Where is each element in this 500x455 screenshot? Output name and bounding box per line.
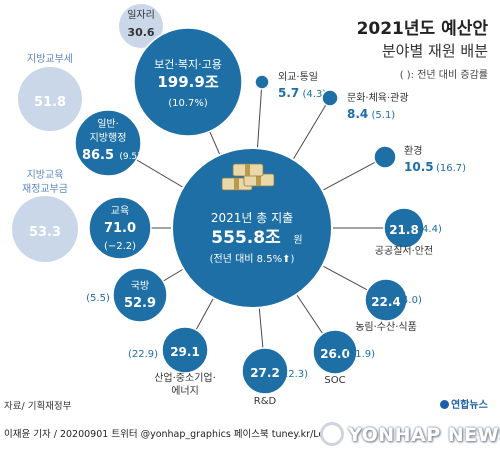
bubble-label-6: SOC [324, 375, 345, 386]
bubble-growth-10: (−2.2) [104, 241, 136, 252]
total-value: 555.8조 [211, 228, 281, 248]
money-band-2 [245, 164, 250, 176]
bubble-value-8: 29.1 [170, 345, 200, 359]
bubble-growth-11: (9.5) [119, 152, 140, 162]
bubble-6 [312, 329, 358, 375]
bubble-value-11: 86.5 [82, 148, 114, 163]
money-band-0 [234, 178, 239, 190]
bubble-value-9: 52.9 [124, 296, 156, 311]
related-value-0: 30.6 [127, 26, 154, 39]
bubble-growth-6: (11.9) [345, 349, 375, 360]
bubble-label-0: 보건·복지·고용 [154, 58, 222, 71]
bubble-value-2: 8.4 [347, 107, 368, 121]
bubble-label-4: 공공질서·안전 [375, 245, 433, 257]
bubble-label-1: 외교·통일 [278, 71, 318, 83]
bubble-8 [161, 326, 209, 374]
bubble-11 [74, 109, 142, 177]
bubble-label-7: R&D [254, 396, 277, 407]
bubble-9 [112, 267, 168, 323]
related-value-1: 51.8 [34, 95, 66, 110]
watermark-text: YONHAP NEWS [348, 424, 500, 446]
bubble-5 [364, 278, 408, 322]
brand-label: 연합뉴스 [440, 396, 488, 411]
bubble-value-5: 22.4 [371, 295, 401, 309]
bubble-10 [88, 196, 152, 260]
total-label: 2021년 총 지출 [211, 211, 293, 225]
yonhap-watermark-icon [320, 422, 344, 446]
bubble-growth-8: (22.9) [128, 349, 158, 360]
related-bubble-0 [119, 4, 163, 48]
bubble-growth-4: (4.4) [418, 224, 442, 235]
bubble-value-0: 199.9조 [157, 73, 218, 91]
total-bubble [171, 147, 333, 309]
bubble-3 [373, 145, 397, 169]
total-note: (전년 대비 8.5%⬆) [210, 253, 295, 265]
related-bubble-1 [18, 67, 82, 131]
bubble-value-3: 10.5 [404, 160, 434, 174]
bubble-growth-7: (12.3) [278, 369, 308, 380]
bubble-label-3: 환경 [404, 144, 422, 157]
bubble-growth-1: (4.3) [303, 89, 327, 100]
source-note: 자료/ 기획재정부 [4, 401, 72, 412]
related-value-2: 53.3 [29, 225, 61, 240]
related-bubble-2 [12, 196, 78, 262]
watermark: YONHAP NEWS [318, 418, 500, 452]
bubble-growth-2: (5.1) [372, 110, 396, 121]
bubble-label-8-b: 에너지 [171, 385, 199, 397]
bubble-value-4: 21.8 [389, 223, 419, 237]
bubble-label-11-a: 일반· [97, 118, 119, 130]
money-band-1 [256, 174, 261, 186]
chart-subtitle: 분야별 재원 배분 [382, 42, 488, 60]
brand-text: 연합뉴스 [451, 400, 488, 411]
bubble-value-10: 71.0 [104, 221, 136, 236]
bubble-value-6: 26.0 [320, 347, 350, 361]
related-label-2-b: 재정교부금 [22, 183, 68, 195]
related-label-2-a: 지방교육 [27, 169, 64, 181]
money-stack-icon [221, 163, 275, 191]
legend-note: ( ): 전년 대비 증감률 [400, 69, 488, 81]
bubble-label-8-a: 산업·중소기업· [154, 371, 216, 384]
bubble-growth-5: (4.0) [398, 295, 422, 306]
total-unit: 원 [293, 234, 302, 246]
footer-bar: 이재윤 기자 / 20200901 트위터 @yonhap_graphics 페… [0, 416, 500, 455]
bubble-label-10: 교육 [111, 205, 129, 217]
related-label-0: 일자리 [127, 9, 155, 21]
bubble-0 [133, 27, 243, 137]
bubble-label-9: 국방 [131, 280, 149, 292]
bubble-label-2: 문화·체육·관광 [347, 92, 409, 104]
bubble-growth-0: (10.7%) [168, 98, 208, 109]
related-label-1: 지방교부세 [27, 53, 73, 65]
bubble-2 [321, 89, 339, 107]
bubble-growth-9: (5.5) [86, 293, 110, 304]
bubble-value-7: 27.2 [250, 366, 280, 380]
bubble-label-11-b: 지방행정 [90, 132, 127, 144]
chart-title: 2021년도 예산안 [357, 19, 489, 39]
yonhap-logo-icon [440, 400, 449, 409]
credit-line: 이재윤 기자 / 20200901 트위터 @yonhap_graphics 페… [4, 429, 344, 440]
bubble-growth-3: (16.7) [436, 163, 466, 174]
bubble-value-1: 5.7 [278, 86, 299, 100]
bubble-7 [241, 347, 289, 395]
bubble-4 [383, 207, 425, 249]
bubble-1 [254, 74, 270, 90]
bubble-label-5: 농림·수산·식품 [355, 321, 417, 333]
